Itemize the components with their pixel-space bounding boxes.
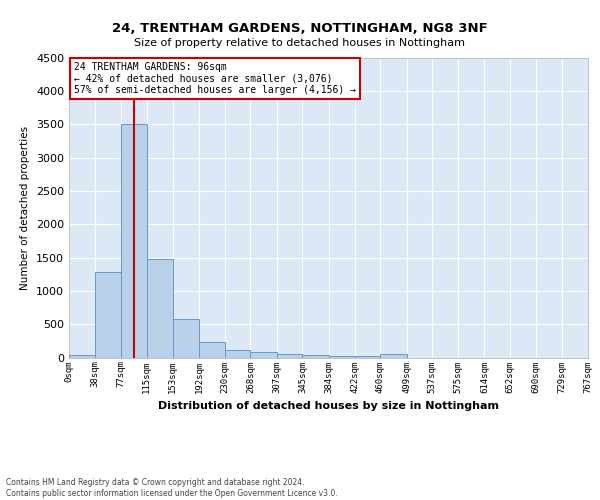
Bar bbox=[69, 354, 95, 358]
Bar bbox=[302, 355, 329, 358]
Bar bbox=[380, 354, 407, 358]
Text: Contains HM Land Registry data © Crown copyright and database right 2024.
Contai: Contains HM Land Registry data © Crown c… bbox=[6, 478, 338, 498]
Bar bbox=[147, 259, 173, 358]
Bar bbox=[250, 352, 277, 358]
Bar bbox=[199, 342, 224, 357]
Bar bbox=[329, 356, 355, 358]
Bar bbox=[121, 124, 147, 358]
Y-axis label: Number of detached properties: Number of detached properties bbox=[20, 126, 31, 290]
Text: Size of property relative to detached houses in Nottingham: Size of property relative to detached ho… bbox=[134, 38, 466, 48]
Text: 24 TRENTHAM GARDENS: 96sqm
← 42% of detached houses are smaller (3,076)
57% of s: 24 TRENTHAM GARDENS: 96sqm ← 42% of deta… bbox=[74, 62, 356, 95]
Bar bbox=[224, 350, 250, 358]
X-axis label: Distribution of detached houses by size in Nottingham: Distribution of detached houses by size … bbox=[158, 401, 499, 411]
Text: 24, TRENTHAM GARDENS, NOTTINGHAM, NG8 3NF: 24, TRENTHAM GARDENS, NOTTINGHAM, NG8 3N… bbox=[112, 22, 488, 36]
Bar bbox=[355, 356, 380, 358]
Bar bbox=[95, 272, 121, 358]
Bar bbox=[173, 319, 199, 358]
Bar bbox=[277, 354, 302, 358]
